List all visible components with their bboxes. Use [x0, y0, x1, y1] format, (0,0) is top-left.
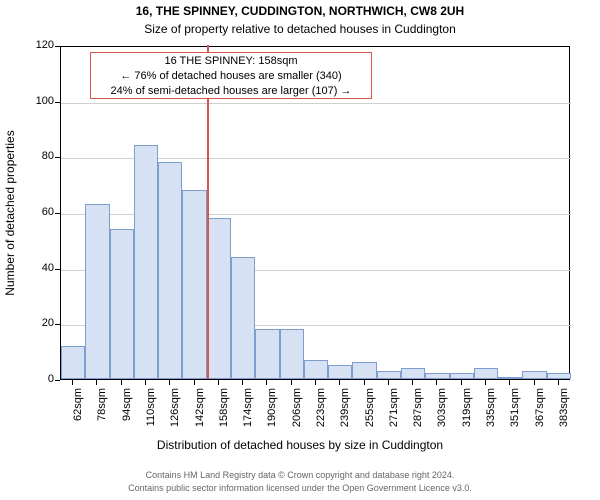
x-tick-label: 126sqm — [169, 388, 181, 427]
x-tick-mark — [291, 380, 292, 385]
x-tick-label: 239sqm — [339, 388, 351, 427]
chart-subtitle: Size of property relative to detached ho… — [0, 22, 600, 36]
x-tick-label: 174sqm — [242, 388, 254, 427]
y-tick-mark — [55, 269, 60, 270]
histogram-bar — [352, 362, 376, 379]
x-tick-mark — [461, 380, 462, 385]
x-tick-label: 255sqm — [364, 388, 376, 427]
histogram-bar — [85, 204, 109, 379]
x-tick-mark — [72, 380, 73, 385]
x-tick-label: 158sqm — [218, 388, 230, 427]
y-tick-label: 60 — [24, 206, 54, 218]
x-tick-mark — [388, 380, 389, 385]
x-tick-mark — [534, 380, 535, 385]
x-tick-mark — [485, 380, 486, 385]
histogram-bar — [328, 365, 352, 379]
x-tick-mark — [96, 380, 97, 385]
x-tick-mark — [169, 380, 170, 385]
histogram-bar — [158, 162, 182, 379]
histogram-bar — [61, 346, 85, 379]
y-tick-label: 0 — [24, 373, 54, 385]
y-tick-mark — [55, 324, 60, 325]
histogram-bar — [304, 360, 328, 379]
histogram-bar — [474, 368, 498, 379]
x-tick-label: 190sqm — [266, 388, 278, 427]
x-tick-label: 223sqm — [315, 388, 327, 427]
annotation-line: 24% of semi-detached houses are larger (… — [93, 84, 369, 99]
histogram-bar — [280, 329, 304, 379]
x-tick-mark — [558, 380, 559, 385]
x-tick-mark — [315, 380, 316, 385]
x-tick-label: 351sqm — [509, 388, 521, 427]
x-axis-label: Distribution of detached houses by size … — [0, 438, 600, 452]
x-tick-label: 110sqm — [145, 388, 157, 426]
histogram-bar — [134, 145, 158, 379]
y-tick-mark — [55, 157, 60, 158]
x-tick-label: 303sqm — [436, 388, 448, 427]
x-tick-mark — [364, 380, 365, 385]
x-tick-label: 335sqm — [485, 388, 497, 427]
histogram-bar — [522, 371, 546, 379]
histogram-bar — [547, 373, 571, 379]
x-tick-label: 78sqm — [96, 388, 108, 421]
histogram-bar — [207, 218, 231, 379]
x-tick-label: 319sqm — [461, 388, 473, 427]
x-tick-label: 367sqm — [534, 388, 546, 427]
x-tick-mark — [266, 380, 267, 385]
chart-title: 16, THE SPINNEY, CUDDINGTON, NORTHWICH, … — [0, 4, 600, 18]
histogram-bar — [110, 229, 134, 379]
x-tick-mark — [509, 380, 510, 385]
y-tick-label: 40 — [24, 262, 54, 274]
x-tick-label: 383sqm — [558, 388, 570, 427]
y-tick-label: 20 — [24, 317, 54, 329]
histogram-bar — [377, 371, 401, 379]
x-tick-label: 142sqm — [194, 388, 206, 427]
annotation-line: ← 76% of detached houses are smaller (34… — [93, 69, 369, 84]
y-axis-label: Number of detached properties — [3, 130, 17, 295]
x-tick-mark — [121, 380, 122, 385]
y-tick-mark — [55, 102, 60, 103]
x-tick-mark — [194, 380, 195, 385]
x-tick-mark — [218, 380, 219, 385]
y-tick-label: 100 — [24, 95, 54, 107]
histogram-bar — [450, 373, 474, 379]
footnote-line-1: Contains HM Land Registry data © Crown c… — [0, 470, 600, 480]
histogram-bar — [401, 368, 425, 379]
x-tick-label: 206sqm — [291, 388, 303, 427]
histogram-bar — [425, 373, 449, 379]
x-tick-mark — [412, 380, 413, 385]
x-tick-mark — [242, 380, 243, 385]
histogram-bar — [182, 190, 206, 379]
y-tick-mark — [55, 380, 60, 381]
histogram-bar — [231, 257, 255, 379]
x-tick-label: 287sqm — [412, 388, 424, 427]
x-tick-label: 94sqm — [121, 388, 133, 421]
x-tick-mark — [436, 380, 437, 385]
annotation-line: 16 THE SPINNEY: 158sqm — [93, 54, 369, 69]
histogram-bar — [255, 329, 279, 379]
x-tick-label: 62sqm — [72, 388, 84, 421]
x-tick-mark — [145, 380, 146, 385]
y-tick-label: 80 — [24, 150, 54, 162]
gridline — [61, 103, 571, 104]
histogram-bar — [498, 377, 522, 379]
x-tick-mark — [339, 380, 340, 385]
footnote-line-2: Contains public sector information licen… — [0, 483, 600, 493]
chart-container: { "chart": { "type": "histogram", "title… — [0, 0, 600, 500]
y-tick-mark — [55, 213, 60, 214]
x-tick-label: 271sqm — [388, 388, 400, 427]
y-tick-mark — [55, 46, 60, 47]
y-tick-label: 120 — [24, 39, 54, 51]
annotation-box: 16 THE SPINNEY: 158sqm← 76% of detached … — [90, 52, 372, 99]
